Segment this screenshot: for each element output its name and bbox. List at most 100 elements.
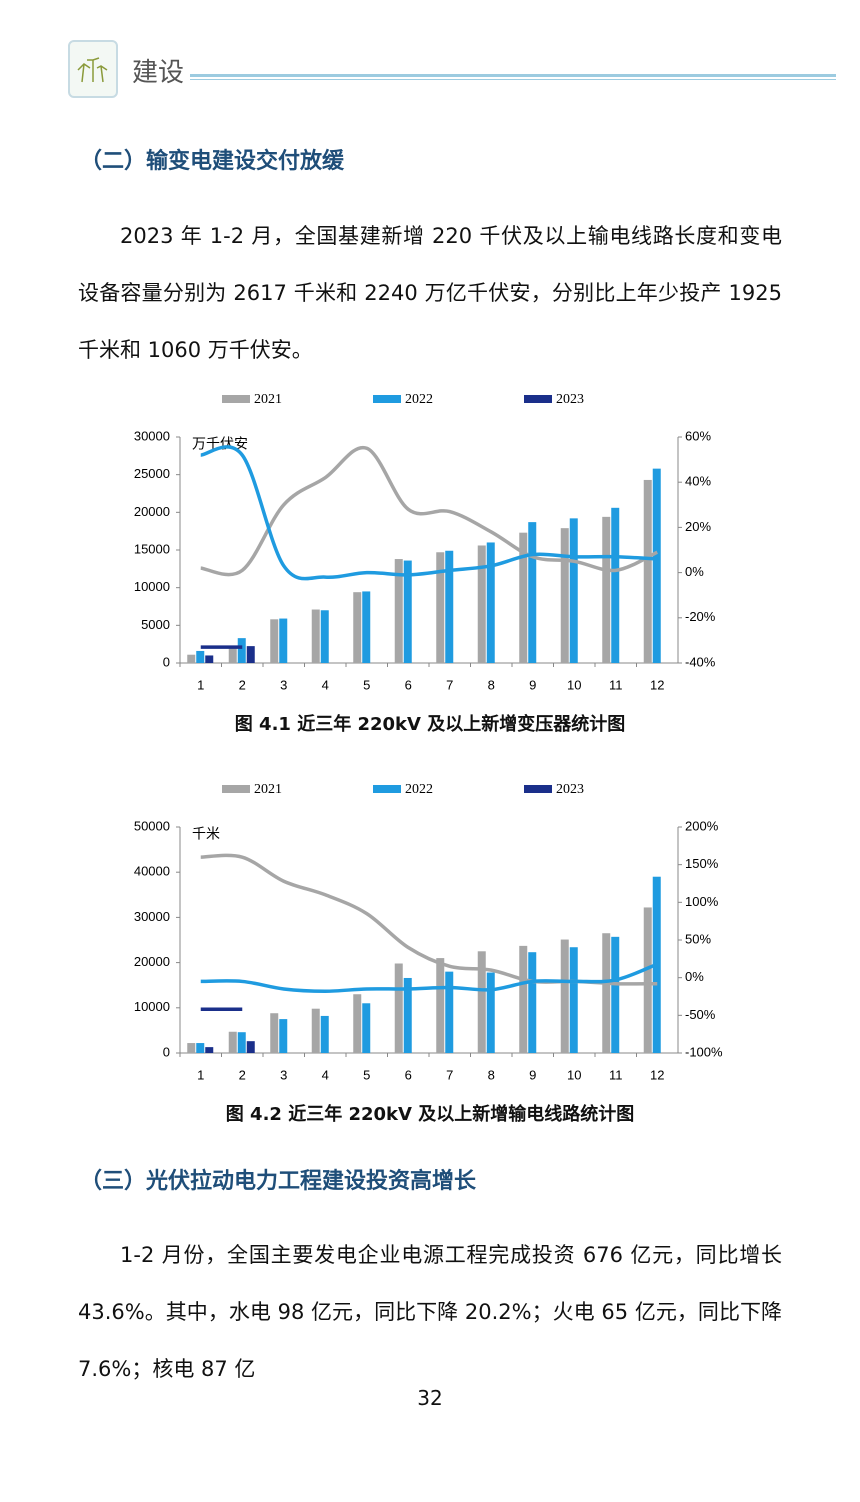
x-tick-label: 8 [488,1067,495,1082]
x-tick-label: 12 [650,1067,664,1082]
y2-tick-label: 100% [685,894,719,909]
bar [528,522,537,663]
y-tick-label: 5000 [141,617,170,632]
x-tick-label: 9 [529,677,536,692]
bar [246,646,255,663]
bar [362,591,371,663]
y-tick-label: 30000 [134,428,170,443]
x-tick-label: 12 [650,677,664,692]
bar [445,550,454,663]
caption: 图 4.2 近三年 220kV 及以上新增输电线路统计图 [225,1104,635,1125]
y2-tick-label: 200% [685,818,719,833]
bar [246,1041,255,1053]
x-tick-label: 1 [197,1067,204,1082]
y2-tick-label: -50% [685,1007,716,1022]
x-tick-label: 2 [239,677,246,692]
legend-swatch [373,395,401,403]
paragraph: 1-2 月份，全国主要发电企业电源工程完成投资 676 亿元，同比增长 43.6… [78,1243,782,1381]
y2-tick-label: 150% [685,856,719,871]
bar [611,507,620,663]
bar [320,1015,329,1053]
y2-tick-label: 50% [685,931,711,946]
bar [205,1047,214,1053]
legend-swatch [222,785,250,793]
x-tick-label: 1 [197,677,204,692]
bar [403,560,412,663]
y-tick-label: 10000 [134,579,170,594]
legend-swatch [524,785,552,793]
x-tick-label: 6 [405,677,412,692]
header-title: 建设 [132,58,185,88]
bar [187,654,196,663]
legend-swatch [524,395,552,403]
bar [228,646,237,663]
y-tick-label: 50000 [134,818,170,833]
bar [353,592,362,663]
section-heading: （三）光伏拉动电力工程建设投资高增长 [80,1169,477,1194]
caption: 图 4.1 近三年 220kV 及以上新增变压器统计图 [234,714,626,735]
y2-tick-label: 40% [685,474,711,489]
x-tick-label: 10 [567,677,581,692]
legend-swatch [222,395,250,403]
y-tick-label: 40000 [134,864,170,879]
bar [403,977,412,1053]
paragraph: 2023 年 1-2 月，全国基建新增 220 千伏及以上输电线路长度和变电设备… [78,224,782,362]
x-tick-label: 11 [609,677,623,692]
line [200,962,658,993]
bar [237,638,246,663]
y2-tick-label: 0% [685,564,704,579]
y2-tick-label: 0% [685,969,704,984]
bar [569,518,578,663]
y2-tick-label: 60% [685,428,711,443]
bar [602,516,611,663]
bar [643,479,652,663]
bar [362,1003,371,1053]
line [200,445,658,581]
bar [353,994,362,1053]
bar [196,1043,205,1053]
bar [320,610,329,663]
y-unit-label: 千米 [192,826,220,842]
bar [394,559,403,663]
bar [486,542,495,663]
bar [196,650,205,663]
legend-label: 2021 [254,782,282,797]
bar [436,552,445,663]
bar [445,971,454,1053]
bar [205,655,214,663]
bar [279,1019,288,1053]
bar [436,958,445,1053]
y2-tick-label: -20% [685,609,716,624]
bar [602,933,611,1053]
bar [270,1013,279,1053]
x-tick-label: 3 [280,677,287,692]
x-tick-label: 2 [239,1067,246,1082]
legend-label: 2021 [254,392,282,407]
y-tick-label: 15000 [134,541,170,556]
chart: 0 5000 10000 15000 20000 25000 30000 -40% -20% 0%… [134,392,716,692]
bar [486,972,495,1053]
bar [477,951,486,1053]
x-tick-label: 11 [609,1067,623,1082]
y2-tick-label: -100% [685,1044,723,1059]
y2-tick-label: 20% [685,519,711,534]
bar [279,618,288,663]
header-rule [190,74,836,77]
x-tick-label: 3 [280,1067,287,1082]
y-tick-label: 0 [163,1044,170,1059]
y-tick-label: 20000 [134,954,170,969]
y-tick-label: 0 [163,654,170,669]
bar [611,936,620,1053]
y-tick-label: 10000 [134,999,170,1014]
bar [519,532,528,663]
bar [237,1032,246,1053]
chart: 0 10000 20000 30000 40000 50000 -100% -50% 0% 50%… [134,782,723,1082]
x-tick-label: 4 [322,1067,329,1082]
y-tick-label: 30000 [134,909,170,924]
bar [560,939,569,1053]
line [200,445,659,577]
bar [528,952,537,1053]
x-tick-label: 6 [405,1067,412,1082]
x-tick-label: 5 [363,677,370,692]
